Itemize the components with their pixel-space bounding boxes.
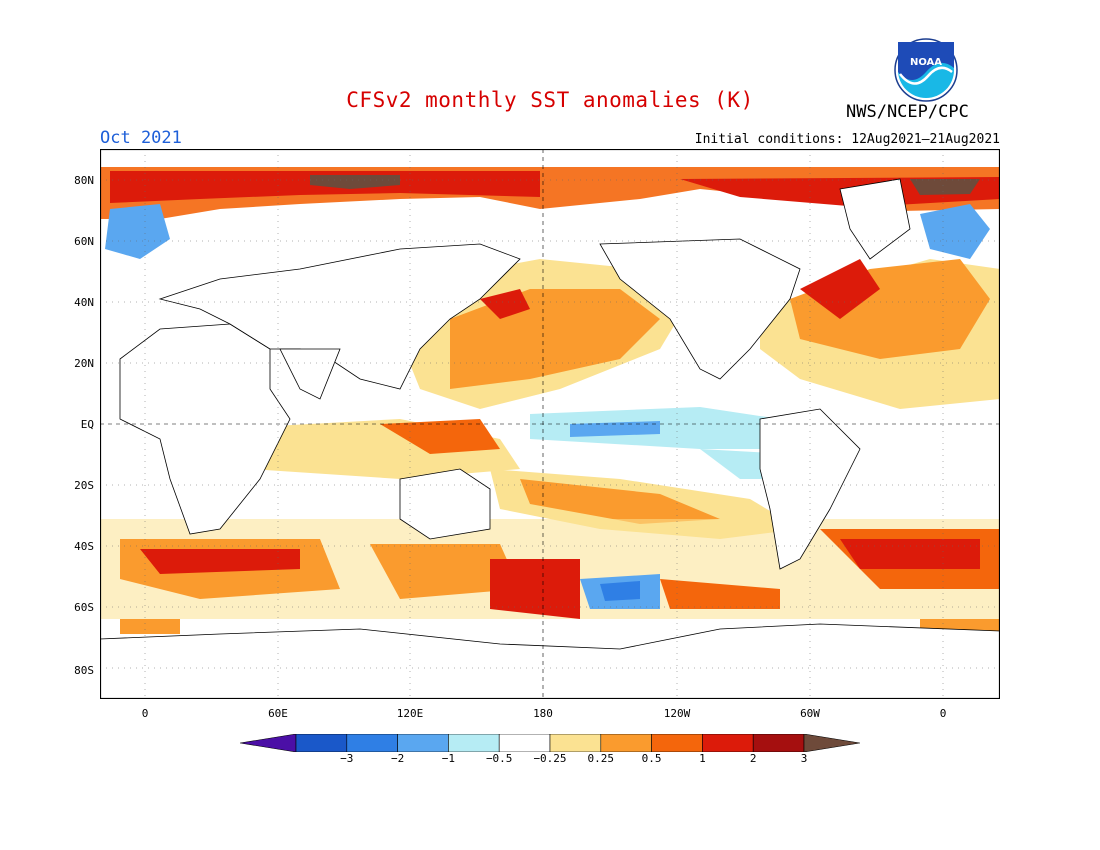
lat-label-20n: 20N [74,357,94,370]
colorbar-bin [295,734,348,752]
colorbar-tick-label: 2 [749,752,757,765]
initial-conditions-label: Initial conditions: 12Aug2021–21Aug2021 [694,132,1000,147]
colorbar-bin [549,734,602,752]
colorbar-max-arrow [803,734,860,752]
colorbar-min-arrow [240,734,297,752]
colorbar-bin [448,734,500,752]
graticule [100,149,1000,699]
lat-label-eq: EQ [80,418,94,431]
lat-label-20s: 20S [74,479,94,492]
colorbar-bin [702,734,754,752]
colorbar-tick-label: −0.5 [485,752,513,765]
colorbar-tick-label: −3 [340,752,354,765]
colorbar-tick-label: 0.25 [587,752,615,765]
colorbar-bin [600,734,652,752]
colorbar-tick-label: −2 [390,752,405,765]
lon-label-180: 180 [533,707,553,720]
sst-anomaly-map [100,149,1000,699]
lat-label-80s: 80S [74,664,94,677]
lat-label-40n: 40N [74,296,94,309]
grid-lines [100,149,1000,699]
lat-label-80n: 80N [74,174,94,187]
lon-label-120e: 120E [396,707,424,720]
chart-title: CFSv2 monthly SST anomalies (K) [346,88,754,112]
lon-label-0-east: 0 [939,707,947,720]
lon-label-60w: 60W [800,707,820,720]
lat-label-40s: 40S [74,540,94,553]
colorbar-tick-label: 3 [800,752,808,765]
anomaly-fields [100,167,1000,634]
colorbar-bin [346,734,398,752]
lon-label-0: 0 [141,707,149,720]
colorbar-bin [397,734,449,752]
noaa-logo: NOAA [894,38,958,102]
lon-label-120w: 120W [663,707,691,720]
lat-label-60s: 60S [74,601,94,614]
logo-text: NOAA [910,57,942,68]
lon-label-60e: 60E [268,707,288,720]
forecast-month-label: Oct 2021 [100,128,182,148]
colorbar-tick-label: 0.5 [641,752,662,765]
colorbar-tick-label: −1 [441,752,456,765]
colorbar-bin [752,734,805,752]
colorbar-bin [651,734,703,752]
lat-label-60n: 60N [74,235,94,248]
land-masses [100,178,1000,699]
colorbar [240,734,860,752]
agency-label: NWS/NCEP/CPC [846,102,969,122]
colorbar-bin [498,734,551,752]
colorbar-tick-label: −0.25 [533,752,567,765]
colorbar-tick-label: 1 [699,752,706,765]
